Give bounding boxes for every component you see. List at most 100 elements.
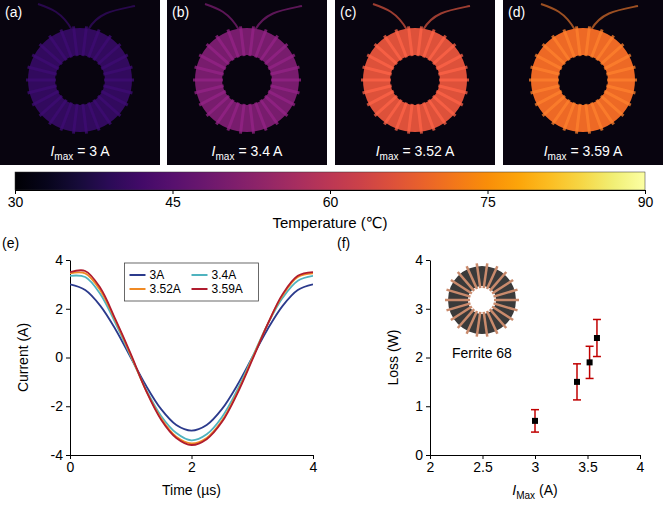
windings	[193, 26, 301, 133]
winding	[535, 91, 562, 105]
tick-label: 0	[55, 349, 63, 365]
tick: 4	[55, 252, 70, 268]
tick: 3.5	[578, 455, 598, 475]
legend-box	[125, 263, 259, 301]
thermal-image: (d) Imax= 3.59 A	[503, 0, 663, 165]
tick: 2	[188, 455, 196, 475]
legend-label: 3A	[150, 268, 165, 282]
x-axis-title-unit: (A)	[539, 482, 558, 498]
error-bar	[586, 346, 594, 378]
winding	[89, 102, 100, 130]
winding	[396, 30, 407, 58]
axis-line	[430, 261, 431, 456]
figure: (a)Imax= 3 A(b)Imax= 3.4 A(c)Imax= 3.52 …	[0, 0, 663, 506]
tick: 2	[415, 349, 430, 365]
panel-letter: (a)	[5, 4, 22, 20]
inset-winding	[477, 263, 481, 288]
tick-label: 2	[55, 301, 63, 317]
tick-label: 3.5	[578, 459, 598, 475]
tick-label: 4	[415, 252, 423, 268]
winding	[193, 79, 223, 82]
tick-mark	[66, 455, 70, 456]
tick: 1	[415, 398, 430, 414]
tick-mark	[426, 260, 430, 261]
winding	[270, 67, 299, 74]
caption-value: = 3.4 A	[238, 143, 283, 159]
winding	[28, 86, 57, 93]
error-bar-cap	[593, 356, 601, 358]
tick: 0	[67, 455, 75, 475]
windings	[529, 26, 637, 133]
lead-wire	[541, 4, 575, 30]
tick-label: 75	[480, 194, 496, 210]
legend-swatch	[130, 274, 146, 276]
winding	[592, 102, 603, 130]
data-point	[532, 418, 538, 424]
winding	[250, 26, 254, 56]
legend-swatch	[130, 288, 146, 290]
error-bar	[593, 319, 601, 356]
tick-mark	[426, 309, 430, 310]
winding	[424, 102, 435, 130]
tick-mark	[426, 358, 430, 359]
winding	[104, 79, 134, 82]
lead-wire	[88, 6, 135, 30]
error-bar-cap	[593, 319, 601, 321]
caption: Imax= 3.4 A	[212, 143, 283, 162]
tick-label: 3	[532, 459, 540, 475]
winding	[270, 86, 299, 93]
caption-value: = 3.52 A	[403, 143, 455, 159]
tick: 2	[427, 455, 435, 475]
caption: Imax= 3 A	[50, 143, 110, 162]
legend: 3A3.4A3.52A3.59A	[125, 263, 259, 301]
tick-label: 0	[415, 447, 423, 463]
winding	[73, 26, 77, 56]
x-axis-title-subscript: Max	[516, 490, 535, 501]
winding	[418, 104, 422, 134]
inset-winding	[445, 299, 470, 302]
tick: 3	[532, 455, 540, 475]
tick-label: 3	[415, 301, 423, 317]
tick: 75	[480, 190, 496, 210]
x-axis: 0 2 4	[67, 455, 318, 475]
tick-mark	[426, 455, 430, 456]
tick-label: 2.5	[473, 459, 493, 475]
inset-winding	[487, 311, 497, 334]
winding	[418, 26, 422, 56]
winding	[576, 26, 580, 56]
tick-label: 4	[310, 459, 318, 475]
tick: -2	[51, 398, 70, 414]
tick-mark	[426, 406, 430, 407]
winding	[83, 26, 87, 56]
inset-winding	[484, 263, 488, 288]
tick-label: 4	[55, 252, 63, 268]
data-point	[594, 335, 600, 341]
winding	[363, 86, 392, 93]
winding	[586, 26, 590, 56]
winding	[32, 91, 59, 105]
tick-label: 2	[188, 459, 196, 475]
image-background	[167, 0, 327, 165]
winding	[199, 91, 226, 105]
winding	[240, 26, 244, 56]
panel-letter: (c)	[340, 4, 356, 20]
inset-winding	[467, 266, 477, 289]
error-bar-cap	[586, 378, 594, 380]
colorbar-axis: 3045607590	[8, 190, 654, 210]
winding	[83, 104, 87, 134]
winding	[26, 79, 56, 82]
caption: Imax= 3.59 A	[544, 143, 623, 162]
tick-label: -4	[51, 447, 64, 463]
image-background	[0, 0, 160, 165]
winding	[606, 67, 635, 74]
y-axis-title: Loss (W)	[385, 330, 401, 386]
tick: 2.5	[473, 455, 493, 475]
tick-label: 2	[415, 349, 423, 365]
tick-label: 45	[165, 194, 181, 210]
x-axis-title: IMax(A)	[512, 482, 557, 501]
panel-letter: (d)	[508, 4, 525, 20]
x-axis-title: Time (µs)	[162, 482, 221, 498]
legend-swatch	[192, 288, 208, 290]
tick: 0	[55, 349, 70, 365]
inset-winding	[492, 306, 513, 320]
